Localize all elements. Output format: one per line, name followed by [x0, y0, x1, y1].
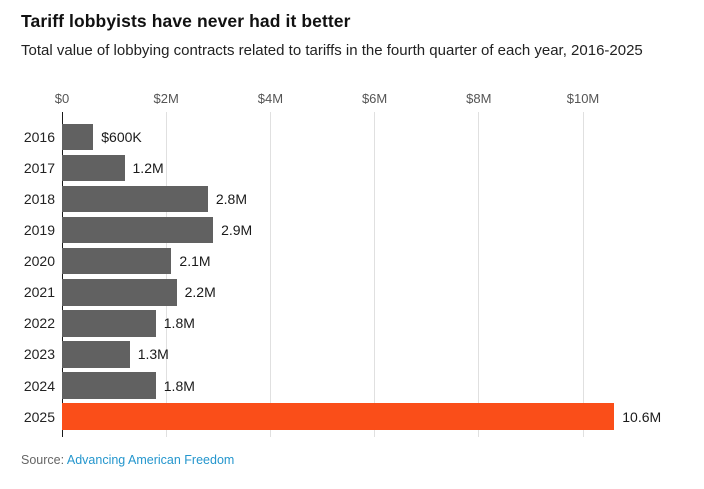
- gridline: [478, 112, 480, 437]
- y-axis-year-label-2021: 2021: [23, 284, 55, 301]
- gridline: [269, 112, 271, 437]
- source-link[interactable]: Advancing American Freedom: [66, 453, 235, 467]
- bar-value-label-2019: 2.9M: [221, 222, 253, 239]
- bar-value-label-2018: 2.8M: [215, 190, 247, 207]
- bar-2023: [62, 341, 130, 368]
- y-axis-year-label-2022: 2022: [23, 315, 55, 332]
- bar-2018: [62, 185, 208, 213]
- y-axis-year-label-2025: 2025: [23, 408, 55, 425]
- y-axis-year-label-2017: 2017: [23, 159, 55, 176]
- x-axis-tick-label: $10M: [566, 91, 600, 106]
- bar-2024: [62, 372, 156, 399]
- x-axis-tick-label: $8M: [466, 91, 492, 106]
- bar-2019: [62, 216, 214, 244]
- gridline: [582, 112, 584, 437]
- zero-axis-line: [61, 112, 63, 437]
- bar-2025: [62, 403, 615, 430]
- bar-value-label-2020: 2.1M: [179, 253, 211, 270]
- bar-2016: [62, 123, 94, 150]
- bar-2020: [62, 247, 172, 275]
- y-axis-year-label-2019: 2019: [23, 222, 55, 239]
- y-axis-year-label-2023: 2023: [23, 346, 55, 363]
- source-line: Source: Advancing American Freedom: [21, 453, 234, 467]
- y-axis-year-label-2024: 2024: [23, 377, 55, 394]
- bar-2017: [62, 154, 125, 182]
- x-axis-tick-label: $0: [54, 91, 70, 106]
- x-axis-tick-label: $4M: [257, 91, 284, 106]
- x-axis-tick-label: $2M: [153, 91, 179, 106]
- bar-value-label-2024: 1.8M: [163, 377, 195, 394]
- source-prefix: Source:: [21, 453, 67, 467]
- bar-value-label-2016: $600K: [101, 128, 142, 145]
- y-axis-year-label-2020: 2020: [23, 253, 55, 270]
- gridline: [165, 112, 167, 437]
- gridline: [374, 112, 376, 437]
- bar-2021: [62, 279, 177, 306]
- bar-2022: [62, 310, 156, 337]
- x-axis-tick-label: $6M: [361, 91, 388, 106]
- y-axis-year-label-2016: 2016: [23, 128, 55, 145]
- bar-value-label-2021: 2.2M: [184, 284, 216, 301]
- bar-value-label-2025: 10.6M: [622, 408, 662, 425]
- bar-value-label-2023: 1.3M: [137, 346, 169, 363]
- bar-value-label-2022: 1.8M: [163, 315, 195, 332]
- chart-title: Tariff lobbyists have never had it bette…: [21, 11, 351, 31]
- chart-subtitle: Total value of lobbying contracts relate…: [21, 42, 643, 59]
- bar-value-label-2017: 1.2M: [132, 159, 164, 176]
- y-axis-year-label-2018: 2018: [23, 190, 55, 207]
